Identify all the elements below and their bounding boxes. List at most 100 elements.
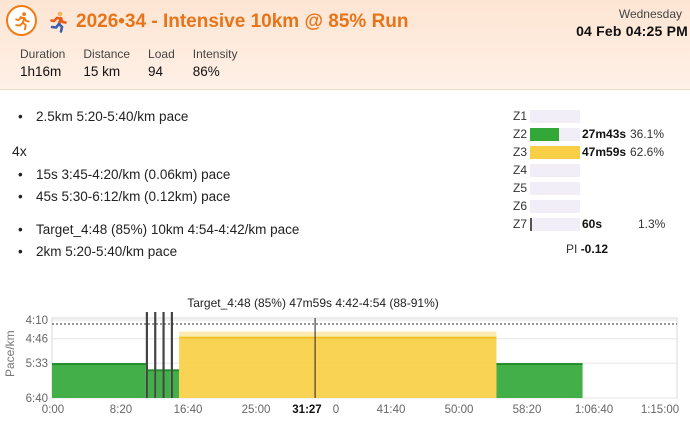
step-text: 2.5km 5:20-5:40/km pace <box>36 109 189 124</box>
interval-marker <box>170 312 173 398</box>
pace-segment-top <box>147 369 155 372</box>
step-target: Target_4:48 (85%) 10km 4:54-4:42/km pace <box>18 222 300 237</box>
stat-value: 94 <box>148 64 164 79</box>
y-tick-label: 6:40 <box>26 393 48 405</box>
pace-segment-top <box>52 363 146 365</box>
pace-chart-svg[interactable]: 4:10 4:46 5:33 6:40 Pace/km 0:00 8:20 16:40 25:0… <box>0 290 690 428</box>
zone-percent: 36.1% <box>630 127 665 141</box>
x-tick-label: 41:40 <box>377 404 406 416</box>
target-band <box>179 331 497 337</box>
step-warmup: 2.5km 5:20-5:40/km pace <box>18 109 189 124</box>
x-tick-label: 50:00 <box>445 404 474 416</box>
stat-value: 1h16m <box>20 64 62 79</box>
zone-bar <box>530 110 580 123</box>
x-tick-label: 31:27 <box>292 404 321 416</box>
step-text: Target_4:48 (85%) 10km 4:54-4:42/km pace <box>36 222 300 237</box>
stat-value: 86% <box>192 64 220 79</box>
pace-segment-top <box>172 369 180 372</box>
zone-bar-fill <box>530 218 532 231</box>
zone-name: Z6 <box>513 199 528 213</box>
y-tick-label: 4:46 <box>26 334 48 346</box>
step-text: 2km 5:20-5:40/km pace <box>36 244 178 259</box>
zone-row-z6: Z6 <box>512 198 682 216</box>
zone-time: 27m43s <box>582 127 627 141</box>
y-axis-label: Pace/km <box>3 330 17 377</box>
zone-row-z7: Z7 60s 1.3% <box>512 216 682 234</box>
step-cooldown: 2km 5:20-5:40/km pace <box>18 244 178 259</box>
x-tick-label: 8:20 <box>110 404 132 416</box>
step-text: 45s 5:30-6:12/km (0.12km) pace <box>36 189 231 204</box>
pace-segment-top <box>496 363 583 365</box>
zone-bar <box>530 182 580 195</box>
stat-label: Load <box>148 47 175 61</box>
zone-row-z3: Z3 47m59s 62.6% <box>512 144 682 162</box>
y-tick-label: 4:10 <box>26 315 48 327</box>
step-interval-fast: 15s 3:45-4:20/km (0.06km) pace <box>18 167 231 182</box>
pace-segment <box>147 369 155 398</box>
zone-percent: 1.3% <box>638 217 666 231</box>
pace-segment <box>172 369 180 398</box>
zone-row-z4: Z4 <box>512 162 682 180</box>
zone-percent: 62.6% <box>630 145 665 159</box>
activity-title: 2026•34 - Intensive 10km @ 85% Run <box>76 11 409 32</box>
interval-marker <box>162 312 165 398</box>
pace-chart[interactable]: Target_4:48 (85%) 47m59s 4:42-4:54 (88-9… <box>0 290 690 428</box>
runner-emoji-icon <box>50 11 67 33</box>
zone-name: Z2 <box>513 127 528 141</box>
interval-marker <box>154 312 157 398</box>
pi-label: PI <box>566 242 578 256</box>
stat-intensity: Intensity 86% <box>193 47 238 79</box>
zone-name: Z7 <box>513 217 528 231</box>
interval-marker <box>145 312 148 398</box>
x-tick-label: 16:40 <box>174 404 203 416</box>
stat-load: Load 94 <box>148 47 175 79</box>
zone-name: Z1 <box>513 109 528 123</box>
x-tick-label: 1:06:40 <box>575 404 613 416</box>
pace-segment <box>179 336 497 398</box>
x-tick-label: 0:00 <box>42 404 64 416</box>
y-tick-label: 5:33 <box>26 358 48 370</box>
pace-segment-top <box>156 369 163 372</box>
zone-time: 60s <box>582 217 603 231</box>
stat-label: Intensity <box>192 47 238 61</box>
zone-row-z5: Z5 <box>512 180 682 198</box>
x-tick-label: 0 <box>333 404 339 416</box>
zone-bar-fill <box>530 128 559 141</box>
pace-segment <box>52 363 146 398</box>
zone-time: 47m59s <box>582 145 627 159</box>
step-interval-easy: 45s 5:30-6:12/km (0.12km) pace <box>18 189 231 204</box>
zone-bar <box>530 164 580 177</box>
pi-readout: PI -0.12 <box>566 242 608 256</box>
stat-value: 15 km <box>83 64 121 79</box>
zone-bar <box>530 146 580 159</box>
stat-label: Distance <box>83 47 131 61</box>
repeat-label: 4x <box>12 143 27 159</box>
zone-bar-fill <box>530 146 580 159</box>
x-tick-label: 25:00 <box>242 404 271 416</box>
activity-datetime: 04 Feb 04:25 PM <box>576 23 688 39</box>
stat-duration: Duration 1h16m <box>20 47 65 79</box>
zone-row-z1: Z1 <box>512 108 682 126</box>
activity-weekday: Wednesday <box>618 7 682 21</box>
pace-segment <box>156 369 163 398</box>
running-person-icon[interactable] <box>6 5 37 36</box>
zone-name: Z3 <box>513 145 528 159</box>
stat-distance: Distance 15 km <box>83 47 130 79</box>
pace-segment <box>496 363 583 398</box>
zone-name: Z5 <box>513 181 528 195</box>
chart-title: Target_4:48 (85%) 47m59s 4:42-4:54 (88-9… <box>187 296 439 310</box>
pace-segment-top <box>179 336 497 339</box>
activity-stats: Duration 1h16m Distance 15 km Load 94 In… <box>20 47 237 79</box>
step-text: 15s 3:45-4:20/km (0.06km) pace <box>36 167 231 182</box>
pace-segment <box>164 369 171 398</box>
zone-row-z2: Z2 27m43s 36.1% <box>512 126 682 144</box>
pi-value: -0.12 <box>580 242 609 256</box>
stat-label: Duration <box>20 47 66 61</box>
x-tick-label: 58:20 <box>513 404 542 416</box>
zone-bar <box>530 218 580 231</box>
zone-name: Z4 <box>513 163 528 177</box>
activity-header: 2026•34 - Intensive 10km @ 85% Run Wedne… <box>0 0 690 90</box>
zone-bar <box>530 128 580 141</box>
zone-bar <box>530 200 580 213</box>
x-tick-label: 1:15:00 <box>641 404 679 416</box>
